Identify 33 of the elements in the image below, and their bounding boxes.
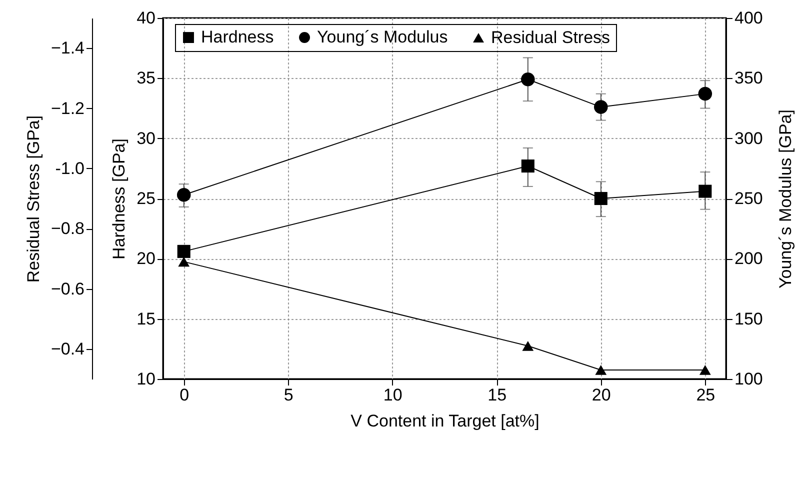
y3-tick-label: −0.4 bbox=[50, 339, 84, 358]
x-axis-title: V Content in Target [at%] bbox=[350, 412, 540, 430]
y2-tick-label: 250 bbox=[734, 189, 763, 208]
x-tick-label: 10 bbox=[383, 386, 402, 404]
y-tick-label: 35 bbox=[136, 68, 156, 88]
y3-tick-label: −0.8 bbox=[50, 219, 84, 238]
y2-axis-title: Young´s Modulus [GPa] bbox=[776, 110, 795, 288]
y2-tick-label: 300 bbox=[734, 128, 763, 148]
y3-tick-label: −1.2 bbox=[50, 98, 84, 118]
y-tick-label: 25 bbox=[136, 189, 156, 208]
y-axis-title: Hardness [GPa] bbox=[110, 138, 129, 260]
y-tick-label: 15 bbox=[136, 309, 156, 328]
y2-tick-label: 150 bbox=[734, 309, 763, 328]
y3-tick-label: -1.0 bbox=[55, 158, 84, 178]
y2-tick-label: 350 bbox=[734, 68, 763, 88]
y3-tick-label: −0.6 bbox=[50, 279, 84, 298]
y-tick-label: 40 bbox=[136, 8, 156, 28]
x-tick-label: 20 bbox=[592, 386, 611, 404]
y3-tick-label: −1.4 bbox=[50, 38, 84, 58]
x-tick-label: 0 bbox=[180, 386, 190, 404]
legend-label: Hardness bbox=[201, 28, 274, 47]
y3-axis-title: Residual Stress [GPa] bbox=[24, 115, 43, 283]
y2-tick-label: 200 bbox=[734, 249, 763, 268]
y-tick-label: 30 bbox=[136, 128, 156, 148]
y2-tick-label: 400 bbox=[734, 8, 763, 28]
y2-tick-label: 100 bbox=[734, 370, 763, 388]
x-tick-label: 5 bbox=[284, 386, 294, 404]
y-tick-label: 20 bbox=[136, 249, 156, 268]
x-tick-label: 15 bbox=[488, 386, 507, 404]
y-tick-label: 10 bbox=[136, 370, 156, 388]
legend-label: Residual Stress bbox=[491, 28, 610, 47]
legend-label: Young´s Modulus bbox=[317, 28, 448, 47]
x-tick-label: 25 bbox=[696, 386, 716, 404]
